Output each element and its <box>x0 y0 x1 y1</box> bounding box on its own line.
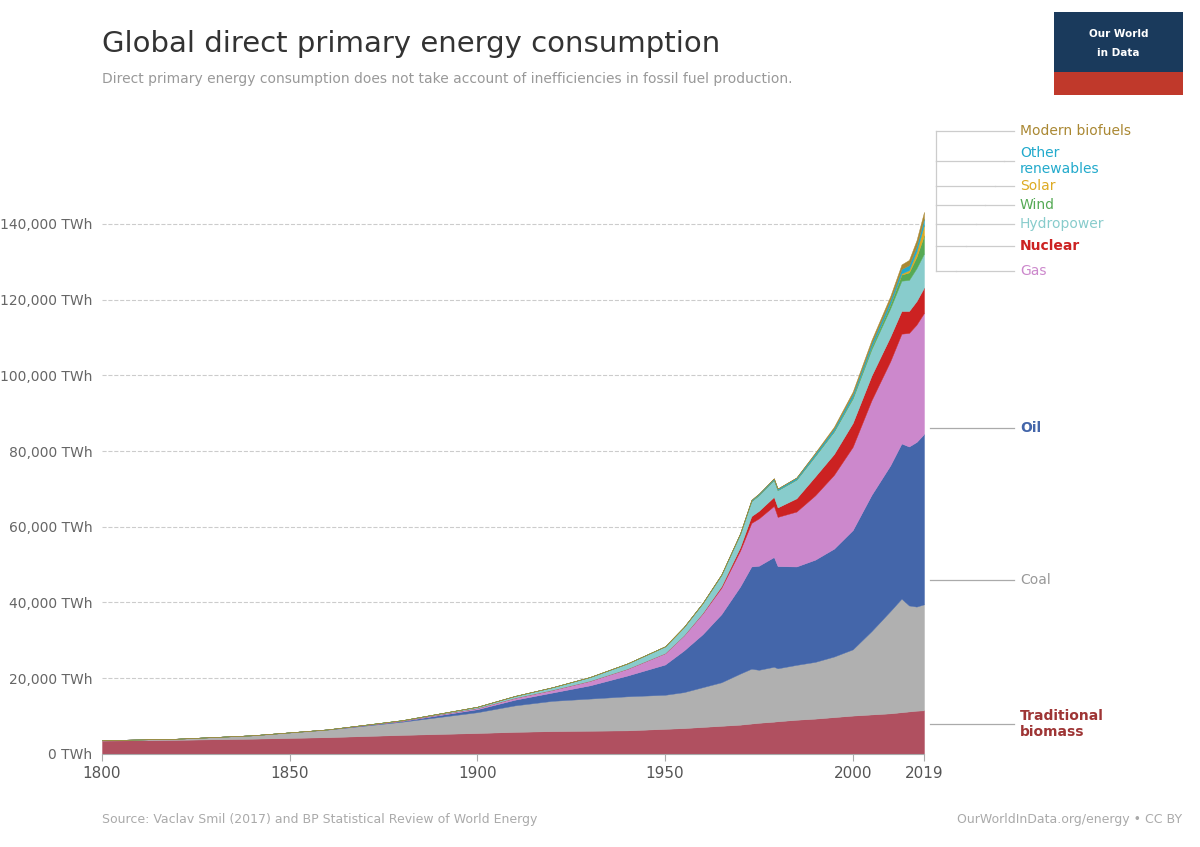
Text: Traditional
biomass: Traditional biomass <box>1020 709 1104 739</box>
Text: Nuclear: Nuclear <box>1020 239 1080 252</box>
Text: Oil: Oil <box>1020 421 1042 435</box>
Text: Other
renewables: Other renewables <box>1020 146 1099 176</box>
Text: Global direct primary energy consumption: Global direct primary energy consumption <box>102 30 720 58</box>
Text: Direct primary energy consumption does not take account of inefficiencies in fos: Direct primary energy consumption does n… <box>102 72 792 86</box>
Bar <box>1054 12 1183 72</box>
Text: Gas: Gas <box>1020 264 1046 278</box>
Text: Solar: Solar <box>1020 180 1056 193</box>
Text: in Data: in Data <box>1097 48 1140 58</box>
Text: Modern biofuels: Modern biofuels <box>1020 125 1132 138</box>
Text: Wind: Wind <box>1020 198 1055 212</box>
Text: Our World: Our World <box>1088 30 1148 39</box>
Text: Hydropower: Hydropower <box>1020 218 1104 231</box>
Text: OurWorldInData.org/energy • CC BY: OurWorldInData.org/energy • CC BY <box>956 813 1182 826</box>
Text: Source: Vaclav Smil (2017) and BP Statistical Review of World Energy: Source: Vaclav Smil (2017) and BP Statis… <box>102 813 538 826</box>
Bar <box>1054 72 1183 95</box>
Text: Coal: Coal <box>1020 573 1051 587</box>
